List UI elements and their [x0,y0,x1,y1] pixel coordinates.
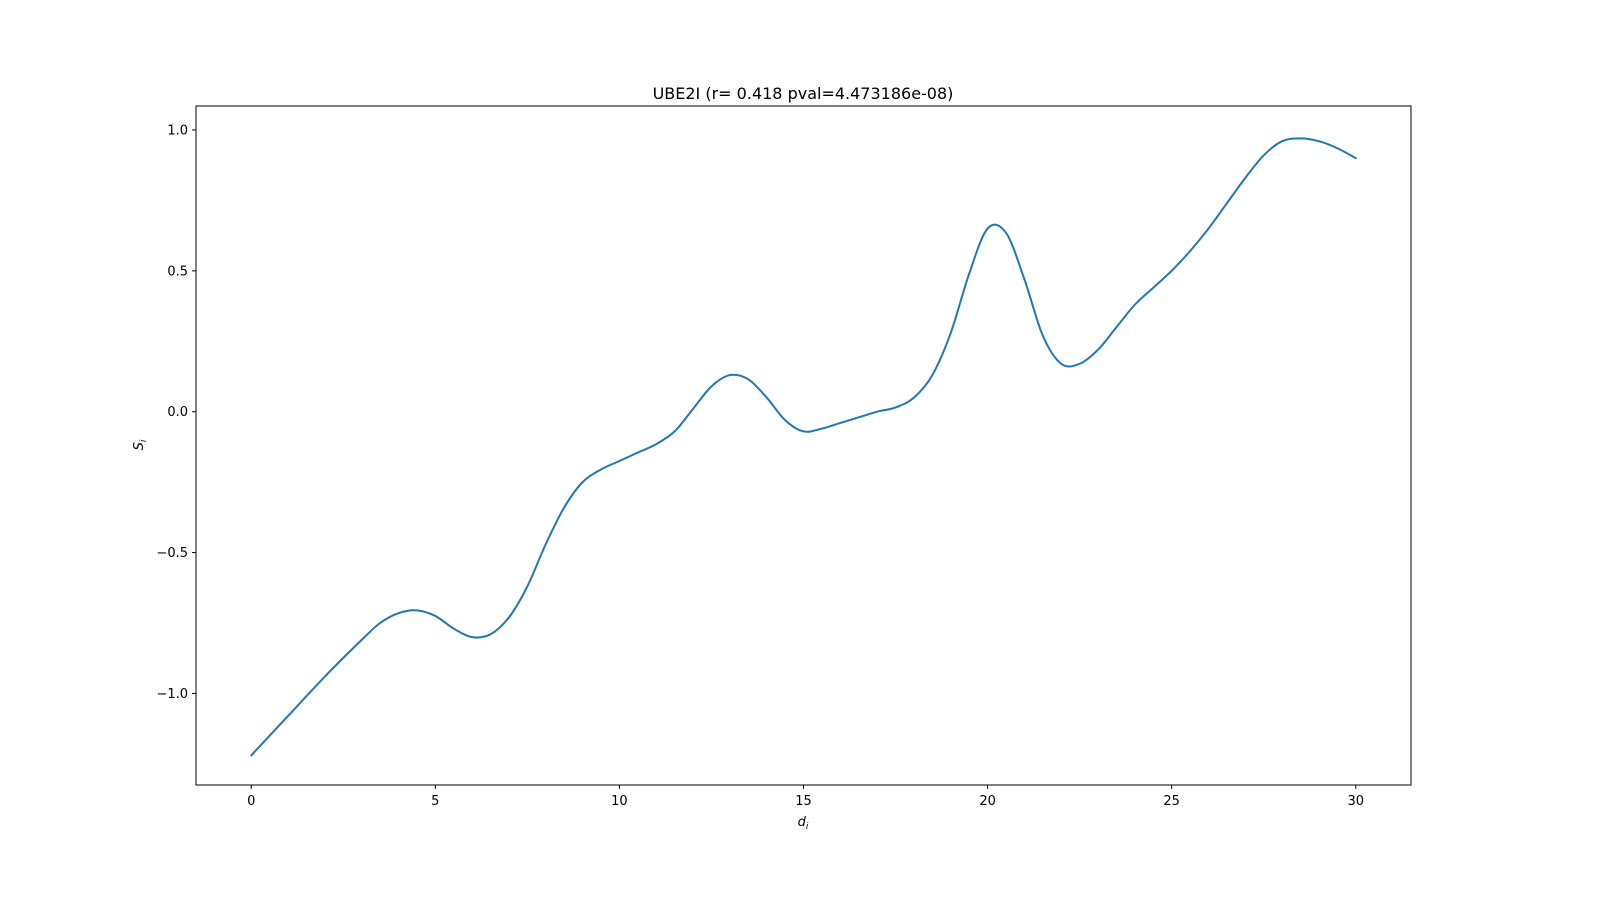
y-tick-label: −1.0 [156,687,188,702]
x-tick-label: 15 [795,794,812,809]
x-axis-label: di [798,815,809,832]
plot-frame [195,105,1412,786]
x-tick-label: 0 [247,794,255,809]
x-tick-label: 30 [1347,794,1364,809]
plot-area [250,137,1357,757]
x-tick-label: 5 [431,794,439,809]
y-axis: −1.0 −0.5 0.0 0.5 1.0 [156,123,196,702]
y-tick-label: −0.5 [156,546,188,561]
y-tick-label: 0.0 [167,405,188,420]
x-axis: 0 5 10 15 20 25 30 [247,785,1364,809]
y-axis-label: Si [132,439,149,450]
chart-title: UBE2I (r= 0.418 pval=4.473186e-08) [653,84,954,103]
x-tick-label: 10 [611,794,628,809]
y-tick-label: 1.0 [167,123,188,138]
x-tick-label: 20 [979,794,996,809]
series-line [250,137,1357,757]
y-tick-label: 0.5 [167,264,188,279]
x-tick-label: 25 [1163,794,1180,809]
